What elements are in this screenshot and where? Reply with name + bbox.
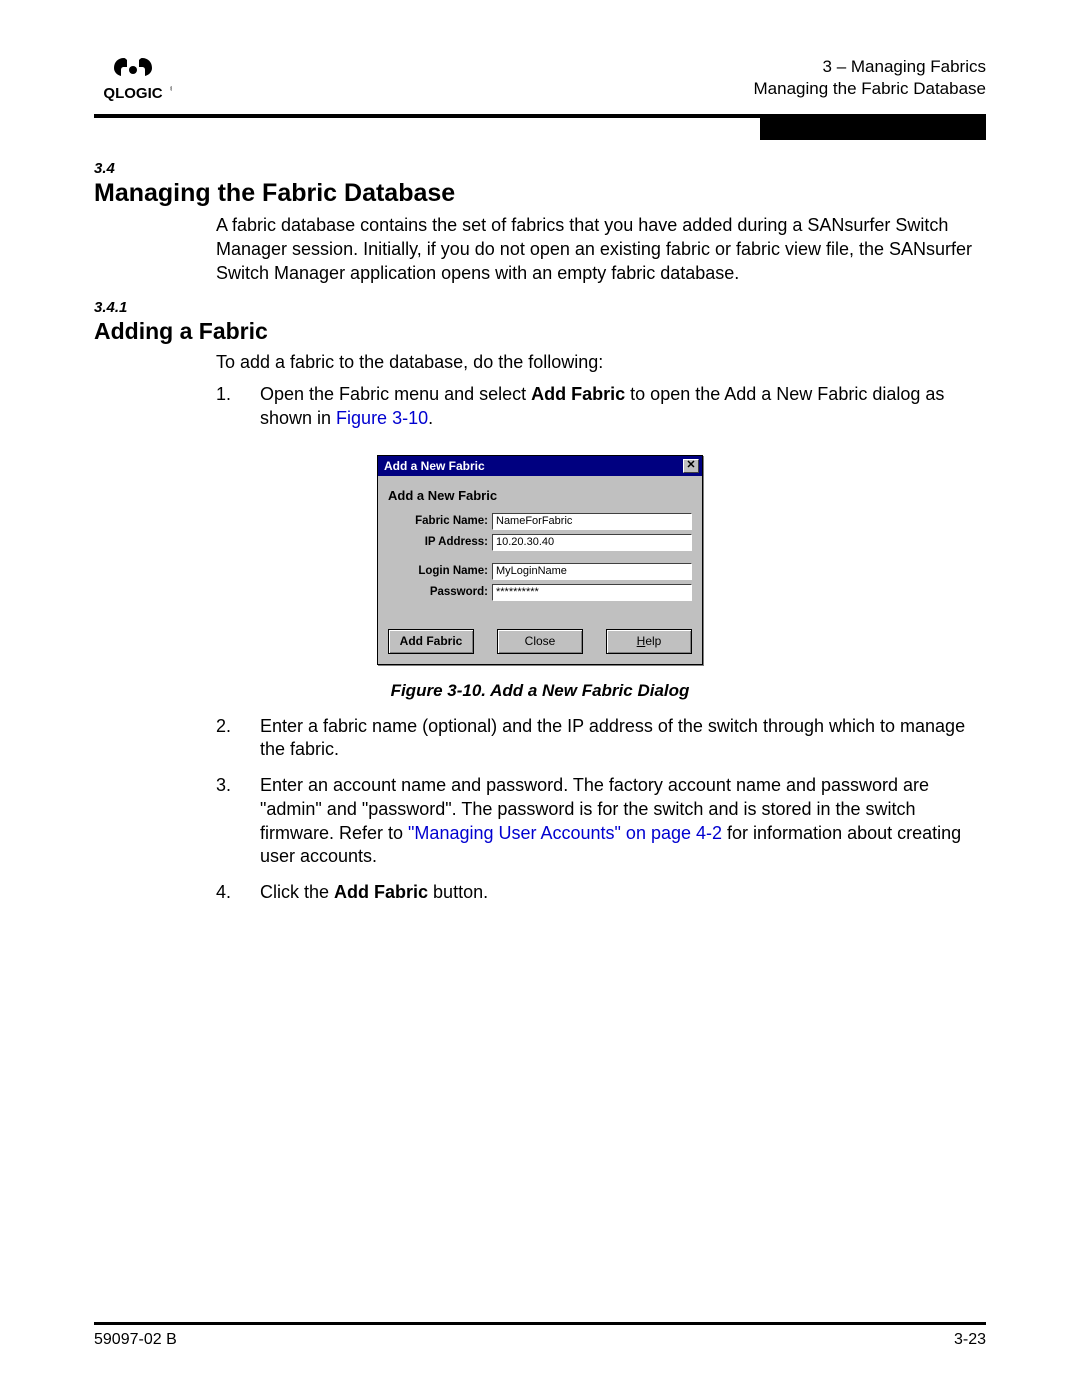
figure-link[interactable]: Figure 3-10 xyxy=(336,408,428,428)
ip-address-input[interactable] xyxy=(492,534,692,551)
step-4-text-post: button. xyxy=(428,882,488,902)
step-1: 1. Open the Fabric menu and select Add F… xyxy=(216,383,986,431)
login-name-label: Login Name: xyxy=(388,565,492,577)
subsection-number: 3.4.1 xyxy=(94,299,986,316)
svg-text:®: ® xyxy=(170,86,172,93)
step-4: 4. Click the Add Fabric button. xyxy=(216,881,986,905)
dialog-heading: Add a New Fabric xyxy=(388,488,692,503)
step-2: 2. Enter a fabric name (optional) and th… xyxy=(216,715,986,763)
step-1-text-pre: Open the Fabric menu and select xyxy=(260,384,531,404)
page-footer: 59097-02 B 3-23 xyxy=(94,1322,986,1349)
dialog-title-text: Add a New Fabric xyxy=(384,459,485,473)
brand-logo: QLOGIC ® xyxy=(94,56,172,104)
add-fabric-button[interactable]: Add Fabric xyxy=(388,629,474,654)
footer-doc-id: 59097-02 B xyxy=(94,1331,177,1349)
add-fabric-dialog: Add a New Fabric ✕ Add a New Fabric Fabr… xyxy=(377,455,703,665)
password-input[interactable] xyxy=(492,584,692,601)
close-icon[interactable]: ✕ xyxy=(683,459,699,473)
fabric-name-input[interactable] xyxy=(492,513,692,530)
user-accounts-link[interactable]: "Managing User Accounts" on page 4-2 xyxy=(408,823,722,843)
subsection-title: Adding a Fabric xyxy=(94,318,986,345)
svg-text:QLOGIC: QLOGIC xyxy=(103,85,162,102)
step-2-text: Enter a fabric name (optional) and the I… xyxy=(260,715,986,763)
step-3: 3. Enter an account name and password. T… xyxy=(216,774,986,869)
ip-address-label: IP Address: xyxy=(388,536,492,548)
dialog-titlebar: Add a New Fabric ✕ xyxy=(378,456,702,476)
header-chapter: 3 – Managing Fabrics xyxy=(754,56,986,78)
section-paragraph: A fabric database contains the set of fa… xyxy=(216,214,986,285)
header-subline: Managing the Fabric Database xyxy=(754,78,986,100)
step-4-text-pre: Click the xyxy=(260,882,334,902)
subsection-intro: To add a fabric to the database, do the … xyxy=(216,351,986,375)
step-1-text-post: . xyxy=(428,408,433,428)
footer-page-number: 3-23 xyxy=(954,1331,986,1349)
close-button[interactable]: Close xyxy=(497,629,583,654)
figure-caption: Figure 3-10. Add a New Fabric Dialog xyxy=(391,681,690,701)
fabric-name-label: Fabric Name: xyxy=(388,515,492,527)
login-name-input[interactable] xyxy=(492,563,692,580)
section-title: Managing the Fabric Database xyxy=(94,179,986,208)
header-rule xyxy=(94,114,986,140)
password-label: Password: xyxy=(388,586,492,598)
step-1-bold: Add Fabric xyxy=(531,384,625,404)
section-number: 3.4 xyxy=(94,160,986,177)
help-button[interactable]: Help xyxy=(606,629,692,654)
step-4-bold: Add Fabric xyxy=(334,882,428,902)
page-header: QLOGIC ® 3 – Managing Fabrics Managing t… xyxy=(94,56,986,104)
qlogic-logo-icon: QLOGIC ® xyxy=(94,56,172,104)
figure-3-10: Add a New Fabric ✕ Add a New Fabric Fabr… xyxy=(94,455,986,701)
